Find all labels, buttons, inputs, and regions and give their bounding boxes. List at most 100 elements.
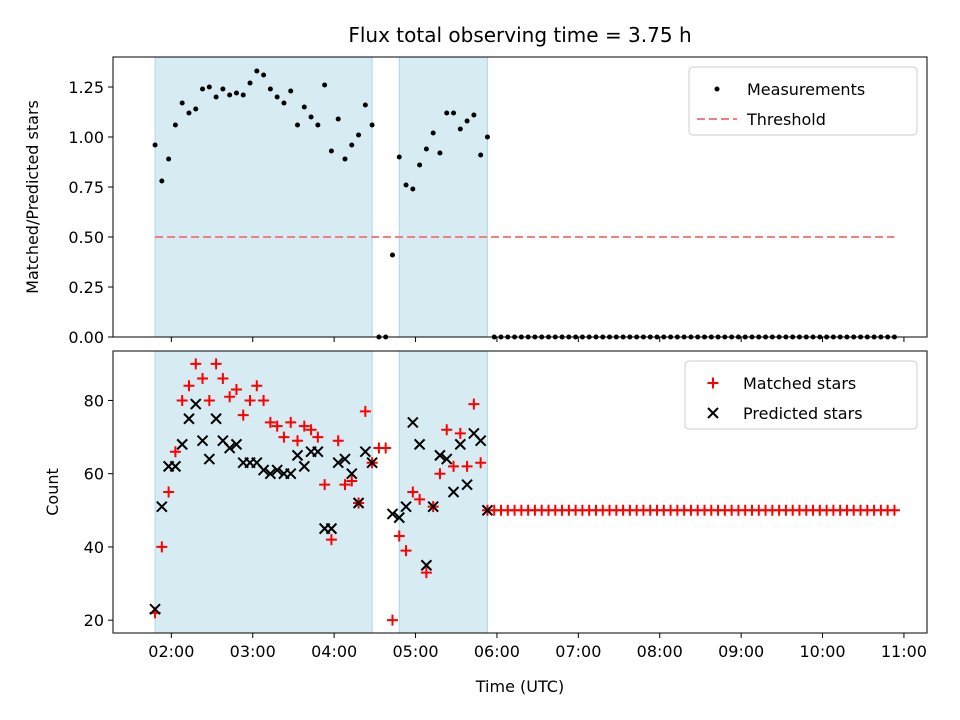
matched-star-point xyxy=(407,486,419,498)
y-tick-label: 20 xyxy=(84,611,104,630)
measurement-point xyxy=(308,114,314,120)
predicted-star-point xyxy=(420,559,433,571)
matched-star-point xyxy=(312,431,324,443)
matched-star-point xyxy=(278,431,290,443)
measurement-point xyxy=(478,152,484,158)
predicted-star-point xyxy=(393,511,405,524)
observing-window-band xyxy=(398,56,488,338)
measurement-point xyxy=(417,162,423,168)
matched-star-point xyxy=(325,534,337,546)
measurement-point xyxy=(356,132,362,138)
measurement-point xyxy=(437,150,443,156)
measurement-point xyxy=(362,102,368,108)
measurement-point xyxy=(451,110,457,116)
matched-star-point xyxy=(305,424,317,436)
x-tick-label: 11:00 xyxy=(881,642,927,661)
matched-star-point xyxy=(319,479,331,491)
x-tick-label: 10:00 xyxy=(799,642,845,661)
measurement-point xyxy=(403,182,409,188)
predicted-star-point xyxy=(230,438,243,451)
predicted-star-point xyxy=(183,413,195,425)
matched-star-point xyxy=(244,394,256,406)
legend-label: Measurements xyxy=(747,80,865,99)
matched-star-point xyxy=(197,372,209,384)
top-axes: 0.00 0.25 0.50 0.75 1.00 1.25 Matched/Predict… xyxy=(23,56,928,347)
measurement-point xyxy=(389,252,395,258)
measurement-point xyxy=(233,90,239,96)
measurement-point xyxy=(471,112,477,118)
matched-star-point xyxy=(230,383,242,395)
legend-label: Threshold xyxy=(746,110,826,129)
predicted-star-point xyxy=(298,460,310,473)
predicted-star-point xyxy=(203,453,216,465)
predicted-star-point xyxy=(359,446,372,458)
matched-star-point xyxy=(298,420,310,432)
measurement-point xyxy=(335,116,341,122)
measurement-point xyxy=(464,118,470,124)
measurement-point xyxy=(227,92,233,98)
predicted-star-point xyxy=(149,603,161,615)
matched-star-point xyxy=(454,427,466,439)
legend-box xyxy=(684,360,918,430)
measurement-point xyxy=(267,86,273,92)
predicted-star-point xyxy=(271,464,283,476)
matched-star-point xyxy=(264,416,276,428)
x-tick-label: 05:00 xyxy=(392,642,438,661)
predicted-star-point xyxy=(156,500,168,513)
predicted-star-point xyxy=(257,464,270,476)
y-tick-label: 40 xyxy=(84,538,104,557)
measurement-point xyxy=(274,94,280,100)
predicted-star-point xyxy=(325,522,338,535)
bottom-axes: 20 40 60 80 02:00 03:00 04:00 05:00 06:00 07:00 0… xyxy=(43,350,928,661)
matched-star-point xyxy=(400,545,412,557)
measurement-point xyxy=(457,126,463,132)
measurement-point xyxy=(369,122,375,128)
measurement-point xyxy=(410,186,416,192)
legend-matched-marker xyxy=(707,377,719,389)
predicted-star-point xyxy=(285,467,297,480)
predicted-star-point xyxy=(434,449,446,462)
observing-window-band xyxy=(154,56,373,338)
predicted-star-point xyxy=(339,453,351,465)
predicted-star-point xyxy=(474,435,487,447)
y-tick-label: 0.75 xyxy=(68,178,104,197)
predicted-star-point xyxy=(346,467,358,480)
legend-label: Predicted stars xyxy=(743,404,863,423)
x-tick-label: 04:00 xyxy=(311,642,357,661)
predicted-star-point xyxy=(413,438,426,451)
matched-star-point xyxy=(156,541,168,553)
measurement-point xyxy=(152,142,158,148)
measurement-point xyxy=(193,106,199,112)
matched-star-point xyxy=(183,380,195,392)
matched-star-point xyxy=(434,468,446,480)
y-tick-label: 0.50 xyxy=(68,228,104,247)
matched-star-point xyxy=(393,530,405,542)
predicted-star-point xyxy=(223,442,236,454)
top-legend: Measurements Threshold xyxy=(688,66,918,136)
measurement-point xyxy=(423,146,429,152)
measurement-point xyxy=(288,88,294,94)
measurement-point xyxy=(322,82,328,88)
top-axes-frame xyxy=(112,56,928,338)
predicted-star-point xyxy=(447,486,460,498)
legend-measurement-marker xyxy=(714,86,720,92)
predicted-star-point xyxy=(190,398,202,410)
bottom-y-axis-label: Count xyxy=(43,468,62,516)
x-tick-label: 07:00 xyxy=(555,642,601,661)
matched-star-point xyxy=(332,435,344,447)
matched-star-point xyxy=(190,358,202,370)
predicted-star-point xyxy=(427,500,439,513)
y-tick-label: 0.25 xyxy=(68,278,104,297)
predicted-star-point xyxy=(176,438,188,451)
matched-star-point xyxy=(292,435,304,447)
matched-star-point xyxy=(163,486,175,498)
measurement-point xyxy=(349,142,355,148)
y-tick-label: 1.00 xyxy=(68,128,104,147)
y-tick-label: 1.25 xyxy=(68,78,104,97)
matched-star-point xyxy=(386,614,398,626)
matched-star-point xyxy=(461,460,473,472)
measurement-point xyxy=(484,134,490,140)
y-tick-label: 80 xyxy=(84,391,104,410)
predicted-star-point xyxy=(481,504,494,517)
matched-star-point xyxy=(359,405,371,417)
